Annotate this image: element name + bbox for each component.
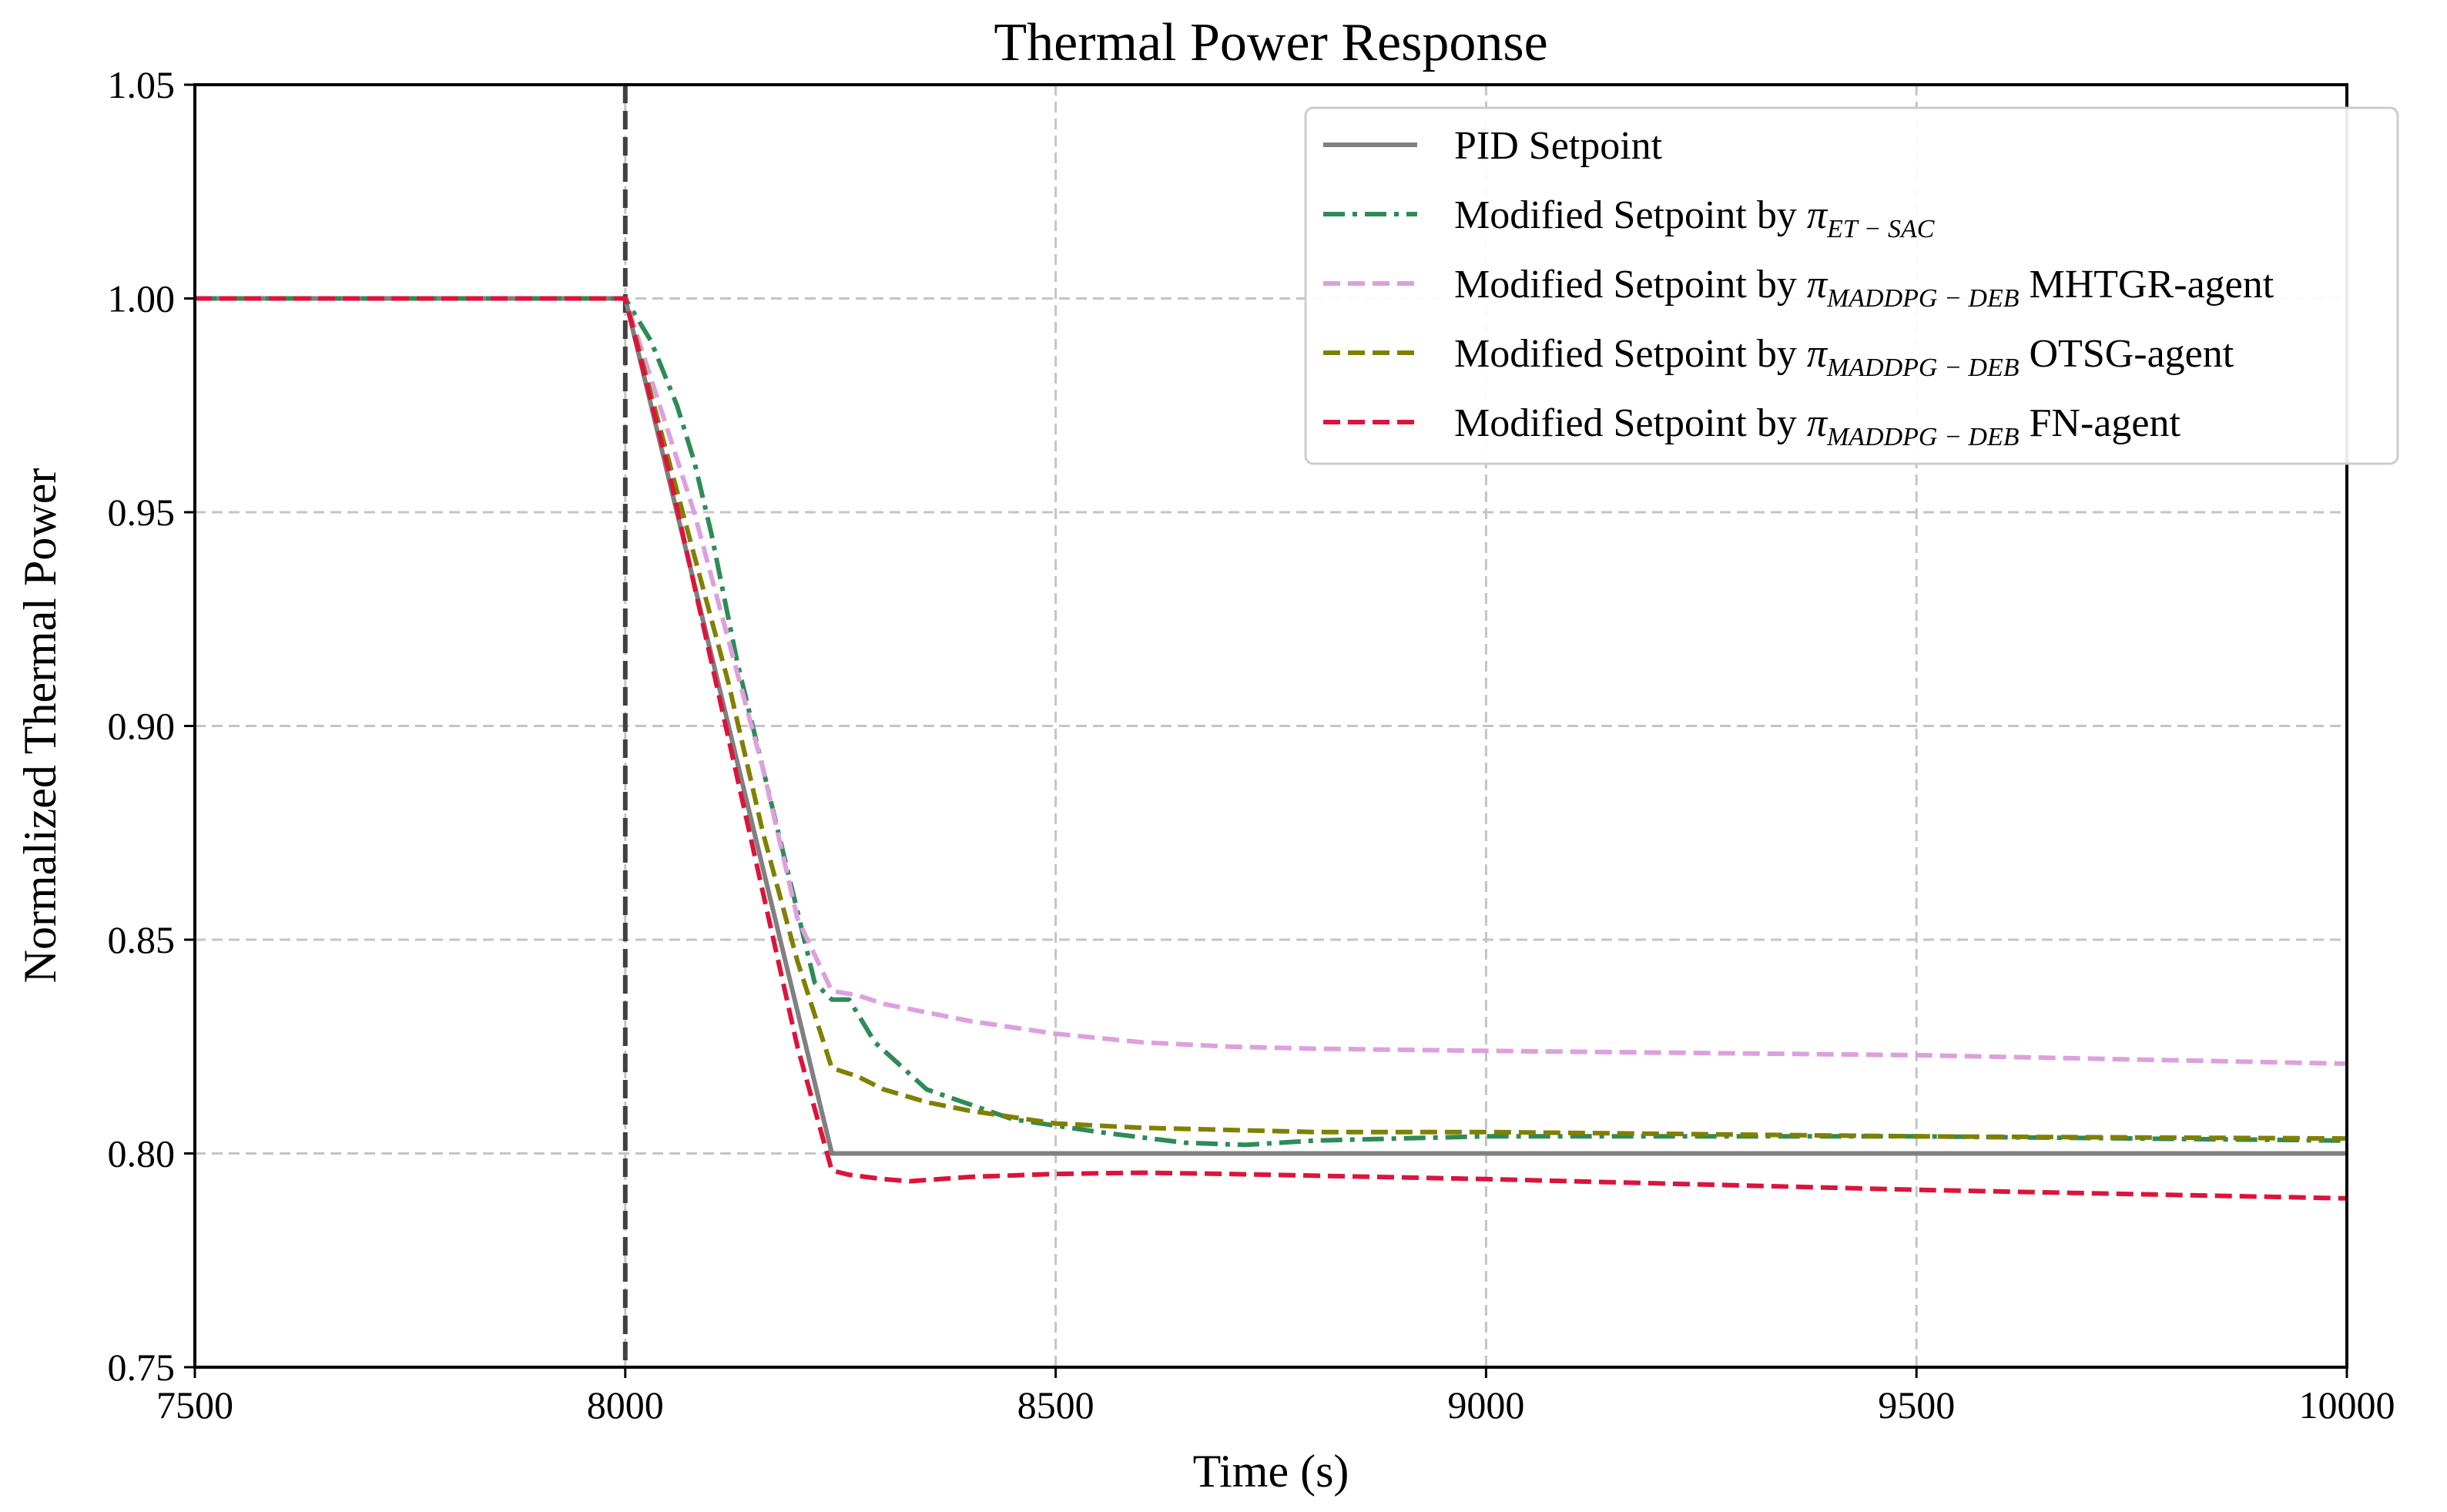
series-line-1 xyxy=(195,296,2348,1148)
y-axis-ticks: 0.75 0.80 0.85 0.90 0.95 1.00 1.05 xyxy=(108,63,195,1389)
series-line-2 xyxy=(195,296,2348,1066)
x-tick-label: 8000 xyxy=(587,1383,664,1427)
legend-label-3: Modified Setpoint by πMADDPG − DEB OTSG-… xyxy=(1454,332,2234,382)
legend-pi: π xyxy=(1807,401,1829,445)
x-tick-label: 8500 xyxy=(1017,1383,1094,1427)
legend-suffix: FN-agent xyxy=(2020,401,2181,445)
legend-suffix: MHTGR-agent xyxy=(2020,263,2274,307)
x-axis-label: Time (s) xyxy=(1193,1446,1349,1497)
legend-text: Modified Setpoint by xyxy=(1454,263,1807,307)
legend-text: Modified Setpoint by xyxy=(1454,401,1807,445)
y-tick-label: 0.85 xyxy=(108,918,176,961)
legend-subscript: MADDPG − DEB xyxy=(1826,284,2020,313)
y-axis-label: Normalized Thermal Power xyxy=(15,468,65,984)
legend-pi: π xyxy=(1807,263,1829,307)
y-tick-label: 1.05 xyxy=(108,63,176,106)
x-tick-label: 7500 xyxy=(156,1383,233,1427)
series-layer xyxy=(195,296,2348,1201)
x-axis-ticks: 7500 8000 8500 9000 9500 10000 xyxy=(156,1367,2395,1427)
x-tick-label: 10000 xyxy=(2299,1383,2395,1427)
y-tick-label: 0.80 xyxy=(108,1132,176,1175)
legend-label-0: PID Setpoint xyxy=(1454,124,1663,168)
series-line-3 xyxy=(195,296,2348,1142)
legend-suffix: OTSG-agent xyxy=(2020,332,2234,376)
y-tick-label: 0.75 xyxy=(108,1346,176,1389)
legend-subscript: MADDPG − DEB xyxy=(1826,423,2020,451)
y-tick-label: 0.95 xyxy=(108,491,176,534)
legend-box xyxy=(1304,106,2399,465)
y-tick-label: 0.90 xyxy=(108,705,176,748)
legend-label-2: Modified Setpoint by πMADDPG − DEB MHTGR… xyxy=(1454,263,2274,313)
chart-title: Thermal Power Response xyxy=(994,13,1547,72)
legend-label-4: Modified Setpoint by πMADDPG − DEB FN-ag… xyxy=(1454,401,2181,451)
legend-text: Modified Setpoint by xyxy=(1454,332,1807,376)
legend-label-1: Modified Setpoint by πET − SAC xyxy=(1454,193,1935,243)
x-tick-label: 9000 xyxy=(1447,1383,1524,1427)
series-line-4 xyxy=(195,296,2348,1201)
y-tick-label: 1.00 xyxy=(108,277,176,320)
legend-subscript: ET − SAC xyxy=(1826,215,1935,243)
x-tick-label: 9500 xyxy=(1878,1383,1955,1427)
legend-text: Modified Setpoint by xyxy=(1454,193,1807,237)
legend-text: PID Setpoint xyxy=(1454,124,1663,168)
legend-pi: π xyxy=(1807,332,1829,376)
legend-subscript: MADDPG − DEB xyxy=(1826,354,2020,382)
legend-pi: π xyxy=(1807,193,1829,237)
